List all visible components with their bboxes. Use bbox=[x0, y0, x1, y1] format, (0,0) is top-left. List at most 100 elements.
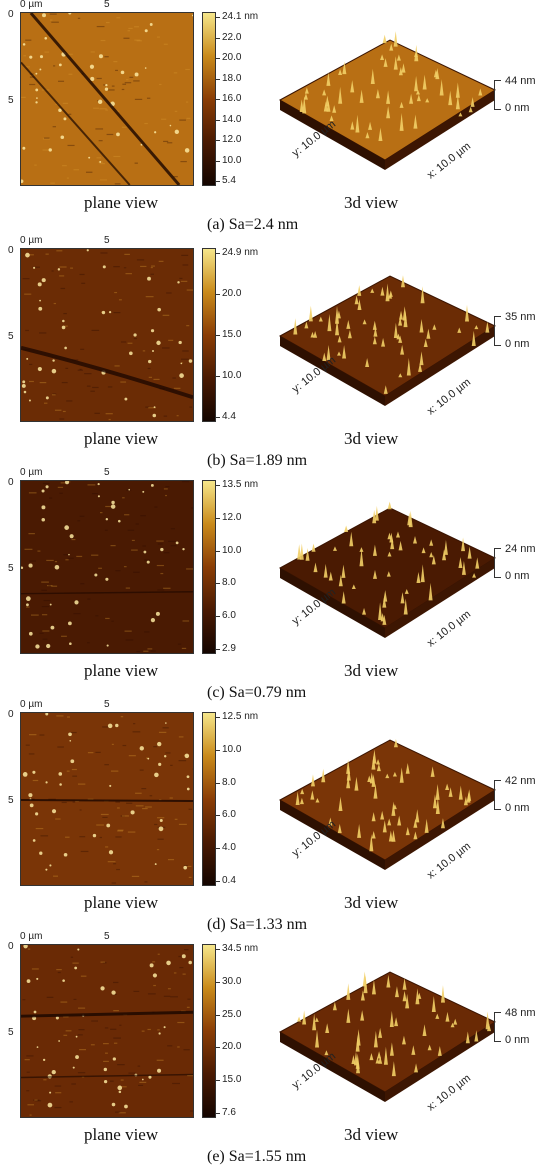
color-scale-tick bbox=[216, 583, 220, 585]
surface-peak bbox=[450, 1022, 455, 1028]
surface-peak bbox=[474, 325, 479, 330]
color-scale-label: 10.0 bbox=[222, 544, 242, 556]
surface-peak bbox=[322, 352, 327, 362]
surface-peak bbox=[355, 114, 360, 133]
surface-peak bbox=[458, 112, 463, 117]
z-scale-bracket bbox=[494, 1012, 501, 1042]
surface-peak bbox=[389, 1042, 394, 1056]
surface-peak bbox=[380, 810, 385, 820]
surface-peak bbox=[371, 979, 376, 995]
color-scale-bar bbox=[202, 712, 216, 886]
surface-peak bbox=[373, 783, 378, 799]
surface-peak bbox=[311, 543, 316, 552]
surface-peak bbox=[474, 1030, 479, 1042]
surface-peak bbox=[423, 338, 428, 348]
surface-peak bbox=[337, 351, 342, 356]
y-axis-label-5: 5 bbox=[8, 331, 14, 342]
color-scale-tick bbox=[216, 140, 220, 141]
x-axis-label-0: 0 µm bbox=[20, 467, 43, 478]
surface-peak bbox=[332, 1001, 337, 1011]
color-scale-tick bbox=[216, 17, 220, 18]
color-scale-label: 20.0 bbox=[222, 288, 242, 299]
scratch-line bbox=[21, 1073, 193, 1079]
surface-peak bbox=[461, 560, 466, 575]
color-scale-label: 6.0 bbox=[222, 809, 236, 821]
y-axis-label-5: 5 bbox=[8, 1027, 14, 1038]
z-scale-bracket bbox=[494, 316, 501, 346]
surface-peak bbox=[380, 54, 385, 61]
color-scale-bar bbox=[202, 248, 216, 422]
surface-peak bbox=[329, 115, 334, 122]
surface-peak bbox=[341, 591, 346, 604]
color-scale-tick bbox=[216, 881, 220, 882]
surface-peak bbox=[350, 121, 355, 130]
surface-peak bbox=[371, 831, 376, 839]
surface-peak bbox=[415, 809, 420, 823]
surface-peak bbox=[323, 101, 328, 112]
surface-right-side bbox=[385, 90, 495, 170]
surface-peak bbox=[402, 990, 407, 1002]
surface-peak bbox=[397, 815, 402, 826]
z-scale-top-label: 35 nm bbox=[505, 311, 536, 323]
surface-right-side bbox=[385, 558, 495, 638]
color-scale-label: 14.0 bbox=[222, 113, 242, 125]
surface-peak bbox=[398, 373, 403, 378]
surface-peak bbox=[419, 351, 424, 366]
surface-peak bbox=[413, 818, 418, 828]
plane-view-image bbox=[20, 712, 194, 886]
surface-peak bbox=[359, 548, 364, 567]
surface-peak bbox=[332, 105, 337, 113]
surface-peak bbox=[365, 132, 370, 139]
surface-3d-view bbox=[270, 246, 510, 446]
color-scale-tick bbox=[216, 782, 220, 784]
surface-peak bbox=[413, 114, 418, 129]
surface-peak bbox=[372, 569, 377, 579]
surface-peak bbox=[458, 557, 463, 569]
surface-peak bbox=[458, 785, 463, 800]
color-scale-tick bbox=[216, 417, 220, 418]
y-axis-label-5: 5 bbox=[8, 95, 14, 106]
surface-peak bbox=[337, 335, 342, 343]
color-scale-label: 15.0 bbox=[222, 1074, 242, 1086]
surface-peak bbox=[299, 543, 304, 560]
surface-peak bbox=[295, 791, 300, 806]
surface-left-side bbox=[280, 100, 385, 170]
surface-peak bbox=[435, 797, 440, 815]
surface-peak bbox=[326, 72, 331, 86]
panel-caption: (c) Sa=0.79 nm bbox=[207, 684, 307, 701]
surface-peak bbox=[324, 1050, 329, 1056]
surface-peak bbox=[440, 985, 445, 1003]
surface-peak bbox=[299, 99, 304, 113]
surface-peak bbox=[432, 324, 437, 330]
surface-peak bbox=[297, 1016, 302, 1022]
surface-peak bbox=[369, 772, 374, 784]
surface-peak bbox=[338, 86, 343, 104]
surface-peak bbox=[431, 555, 436, 565]
surface-peak bbox=[302, 96, 307, 114]
surface-peak bbox=[326, 345, 331, 361]
x-axis-label-5: 5 bbox=[104, 699, 110, 710]
color-scale-tick bbox=[216, 1113, 220, 1114]
color-scale-label: 10.0 bbox=[222, 743, 242, 755]
surface-peak bbox=[472, 573, 477, 578]
surface-peak bbox=[312, 1013, 317, 1031]
surface-peak bbox=[455, 82, 460, 98]
surface-peak bbox=[337, 823, 342, 834]
surface-peak bbox=[315, 797, 320, 803]
scratch-line bbox=[21, 590, 193, 595]
surface-peak bbox=[421, 547, 426, 554]
surface-peak bbox=[336, 310, 341, 319]
surface-peak bbox=[360, 1010, 365, 1021]
surface-peak bbox=[322, 89, 327, 96]
surface-peak bbox=[415, 988, 420, 1005]
surface-peak bbox=[432, 794, 437, 809]
surface-peak bbox=[396, 333, 401, 340]
surface-peak bbox=[323, 563, 328, 578]
x-axis-label-5: 5 bbox=[104, 235, 110, 246]
color-scale-tick bbox=[216, 58, 220, 59]
z-scale-top-label: 44 nm bbox=[505, 75, 536, 87]
surface-peak bbox=[429, 539, 434, 546]
surface-peak bbox=[399, 113, 404, 131]
surface-peak bbox=[420, 286, 425, 304]
z-scale-bottom-label: 0 nm bbox=[505, 802, 530, 814]
